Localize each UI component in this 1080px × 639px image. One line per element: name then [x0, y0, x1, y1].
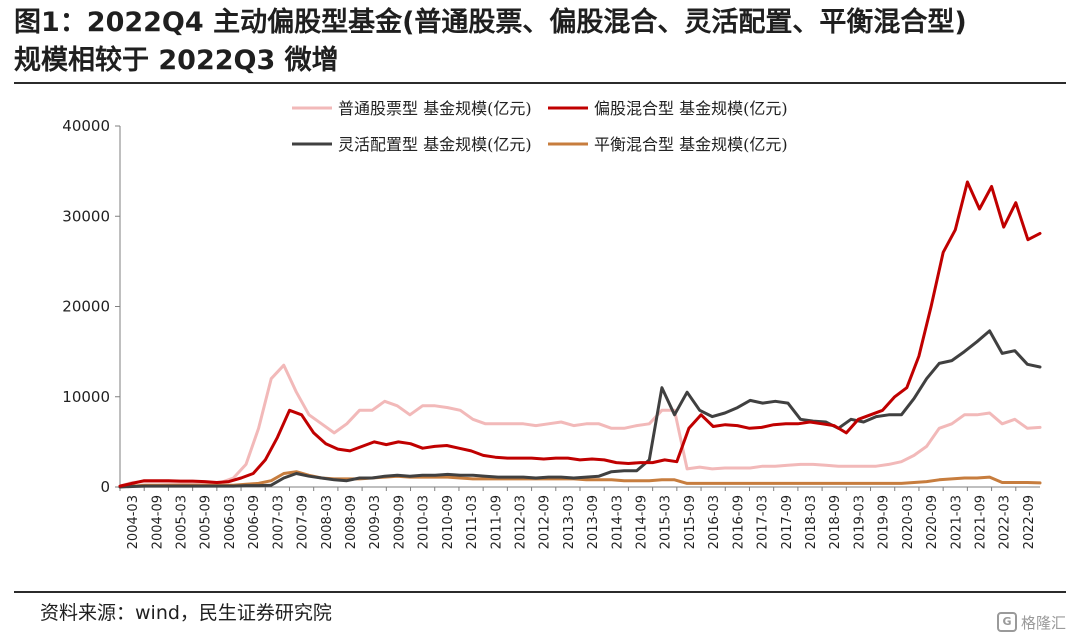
- x-tick-label: 2009-09: [392, 495, 407, 549]
- x-tick-label: 2020-03: [901, 495, 916, 549]
- x-tick-label: 2021-03: [949, 495, 964, 549]
- x-tick-label: 2016-09: [731, 495, 746, 549]
- x-tick-label: 2007-09: [296, 495, 311, 549]
- x-tick-label: 2013-09: [586, 495, 601, 549]
- x-tick-label: 2007-03: [271, 495, 286, 549]
- x-tick-label: 2006-09: [247, 495, 262, 549]
- y-tick-label: 20000: [62, 298, 110, 316]
- source-note: 资料来源：wind，民生证券研究院: [40, 602, 332, 624]
- legend-label-3: 平衡混合型 基金规模(亿元): [594, 135, 788, 154]
- series-line-0: [118, 363, 1042, 488]
- legend-label-2: 灵活配置型 基金规模(亿元): [338, 135, 532, 154]
- x-tick-label: 2008-03: [320, 495, 335, 549]
- x-tick-label: 2008-09: [344, 495, 359, 549]
- y-tick-label: 10000: [62, 388, 110, 406]
- x-tick-label: 2009-03: [368, 495, 383, 549]
- x-tick-label: 2011-03: [465, 495, 480, 549]
- x-tick-label: 2015-03: [659, 495, 674, 549]
- series-line-1: [118, 180, 1042, 488]
- x-tick-label: 2016-03: [707, 495, 722, 549]
- series-layer: [118, 180, 1042, 489]
- series-line-2: [118, 329, 1042, 489]
- x-tick-label: 2005-09: [199, 495, 214, 549]
- x-tick-label: 2012-03: [513, 495, 528, 549]
- x-tick-label: 2021-09: [973, 495, 988, 549]
- x-tick-label: 2005-03: [175, 495, 190, 549]
- watermark-logo-icon: G: [996, 612, 1017, 632]
- x-tick-label: 2010-09: [441, 495, 456, 549]
- x-tick-label: 2013-03: [562, 495, 577, 549]
- y-tick-label: 0: [100, 478, 110, 496]
- x-tick-label: 2014-09: [635, 495, 650, 549]
- y-tick-label: 30000: [62, 207, 110, 225]
- x-tick-label: 2019-03: [852, 495, 867, 549]
- x-tick-label: 2004-09: [150, 495, 165, 549]
- x-tick-label: 2018-03: [804, 495, 819, 549]
- x-tick-label: 2012-09: [538, 495, 553, 549]
- legend-label-0: 普通股票型 基金规模(亿元): [338, 99, 532, 118]
- x-tick-label: 2017-09: [780, 495, 795, 549]
- title-line-1: 图1：2022Q4 主动偏股型基金(普通股票、偏股混合、灵活配置、平衡混合型): [14, 7, 967, 38]
- x-tick-label: 2018-09: [828, 495, 843, 549]
- title-rule: [14, 82, 1066, 84]
- x-tick-label: 2019-09: [877, 495, 892, 549]
- x-tick-label: 2006-03: [223, 495, 238, 549]
- x-tick-label: 2022-09: [1022, 495, 1037, 549]
- x-tick-label: 2010-03: [417, 495, 432, 549]
- x-tick-label: 2014-03: [610, 495, 625, 549]
- footer-rule: [14, 591, 1066, 593]
- chart-title: 图1：2022Q4 主动偏股型基金(普通股票、偏股混合、灵活配置、平衡混合型) …: [14, 4, 1070, 80]
- watermark-text: 格隆汇: [1020, 613, 1066, 632]
- series-line-3: [118, 470, 1042, 488]
- axes: 0 10000 20000 30000 40000 2004-03 2004-09 2005-…: [62, 117, 1040, 549]
- watermark: G 格隆汇: [996, 610, 1066, 634]
- legend-label-1: 偏股混合型 基金规模(亿元): [594, 99, 788, 118]
- x-tick-label: 2017-03: [756, 495, 771, 549]
- legend: 普通股票型 基金规模(亿元) 偏股混合型 基金规模(亿元) 灵活配置型 基金规模(亿…: [292, 99, 788, 154]
- x-tick-label: 2011-09: [489, 495, 504, 549]
- x-tick-label: 2004-03: [126, 495, 141, 549]
- x-tick-label: 2015-09: [683, 495, 698, 549]
- line-chart: 普通股票型 基金规模(亿元) 偏股混合型 基金规模(亿元) 灵活配置型 基金规模(亿…: [62, 99, 1042, 549]
- title-line-2: 规模相较于 2022Q3 微增: [14, 45, 339, 76]
- x-tick-label: 2022-03: [998, 495, 1013, 549]
- x-tick-label: 2020-09: [925, 495, 940, 549]
- y-tick-label: 40000: [62, 117, 110, 135]
